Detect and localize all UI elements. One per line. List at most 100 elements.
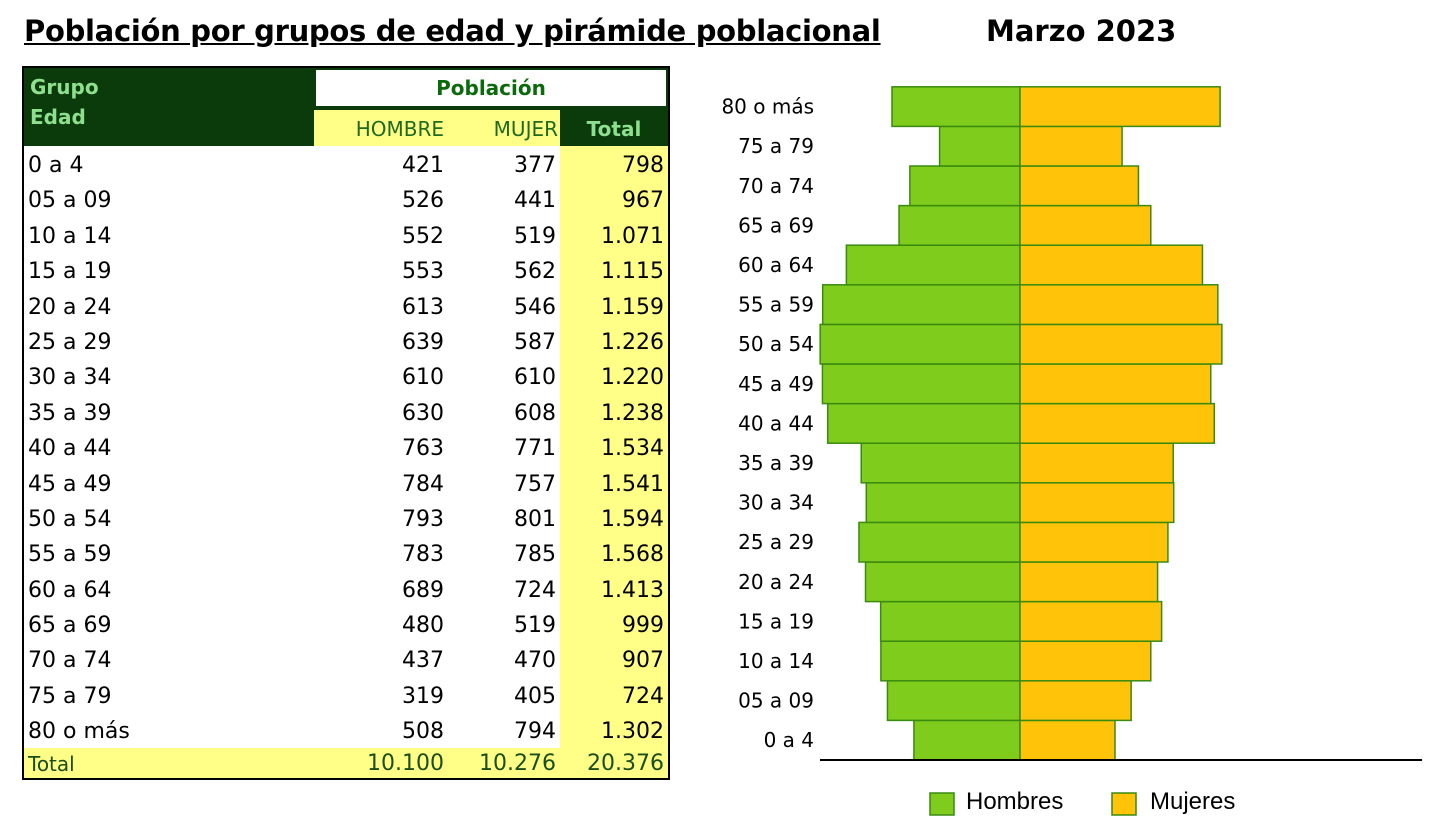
cell-hombre: 480 bbox=[402, 613, 444, 639]
bar-hombres bbox=[880, 640, 1021, 682]
cell-total: 907 bbox=[622, 648, 664, 674]
y-tick-label: 70 a 74 bbox=[738, 174, 814, 198]
cell-group: 30 a 34 bbox=[28, 365, 112, 391]
total-label: Total bbox=[28, 752, 75, 776]
cell-group: 0 a 4 bbox=[28, 153, 84, 178]
header-mujer: MUJER bbox=[448, 110, 560, 146]
y-tick-label: 45 a 49 bbox=[738, 372, 814, 396]
cell-mujer: 608 bbox=[514, 400, 556, 426]
cell-total: 1.594 bbox=[601, 506, 664, 532]
bar-mujeres bbox=[1019, 125, 1123, 167]
y-tick-label: 50 a 54 bbox=[738, 332, 814, 356]
total-mujer: 10.276 bbox=[479, 751, 556, 776]
cell-mujer: 377 bbox=[514, 153, 556, 178]
total-total: 20.376 bbox=[587, 751, 664, 776]
cell-hombre: 613 bbox=[402, 294, 444, 320]
legend-swatch-hombres bbox=[929, 792, 955, 816]
cell-mujer: 405 bbox=[514, 683, 556, 709]
bar-hombres bbox=[821, 284, 1021, 326]
cell-total: 1.115 bbox=[601, 259, 664, 285]
header-hombre: HOMBRE bbox=[314, 110, 448, 146]
cell-mujer: 470 bbox=[514, 648, 556, 674]
cell-group: 15 a 19 bbox=[28, 259, 112, 285]
bar-mujeres bbox=[1019, 521, 1169, 563]
cell-hombre: 783 bbox=[402, 542, 444, 568]
bar-mujeres bbox=[1019, 402, 1216, 444]
bar-mujeres bbox=[1019, 86, 1221, 128]
cell-hombre: 319 bbox=[402, 683, 444, 709]
bar-mujeres bbox=[1019, 363, 1212, 405]
table-row: 55 a 59 783 785 1.568 bbox=[24, 537, 668, 572]
bar-hombres bbox=[864, 561, 1021, 603]
header-poblacion-cell: Población bbox=[314, 68, 668, 110]
bar-hombres bbox=[826, 402, 1021, 444]
cell-group: 70 a 74 bbox=[28, 648, 112, 674]
table-row: 30 a 34 610 610 1.220 bbox=[24, 360, 668, 395]
cell-total: 1.541 bbox=[601, 471, 664, 497]
table-total-row: Total 10.100 10.276 20.376 bbox=[24, 748, 668, 778]
bar-hombres bbox=[860, 442, 1021, 484]
y-tick-label: 30 a 34 bbox=[738, 491, 814, 515]
y-tick-label: 0 a 4 bbox=[764, 728, 814, 752]
cell-hombre: 784 bbox=[402, 471, 444, 497]
total-column-highlight bbox=[560, 146, 668, 748]
bar-hombres bbox=[879, 600, 1021, 642]
bar-hombres bbox=[891, 86, 1021, 128]
cell-total: 1.413 bbox=[601, 577, 664, 603]
y-tick-label: 35 a 39 bbox=[738, 451, 814, 475]
page-title: Población por grupos de edad y pirámide … bbox=[24, 14, 881, 48]
cell-hombre: 763 bbox=[402, 436, 444, 462]
bar-mujeres bbox=[1019, 640, 1152, 682]
cell-mujer: 794 bbox=[514, 719, 556, 745]
cell-mujer: 519 bbox=[514, 613, 556, 639]
legend-label-mujeres: Mujeres bbox=[1150, 788, 1235, 815]
cell-group: 60 a 64 bbox=[28, 577, 112, 603]
y-tick-label: 15 a 19 bbox=[738, 609, 814, 633]
cell-hombre: 610 bbox=[402, 365, 444, 391]
cell-mujer: 785 bbox=[514, 542, 556, 568]
cell-total: 1.226 bbox=[601, 329, 664, 355]
cell-mujer: 519 bbox=[514, 223, 556, 249]
y-tick-label: 40 a 44 bbox=[738, 411, 814, 435]
legend-label-hombres: Hombres bbox=[966, 788, 1063, 815]
bar-mujeres bbox=[1019, 165, 1140, 207]
cell-hombre: 793 bbox=[402, 506, 444, 532]
cell-group: 40 a 44 bbox=[28, 436, 112, 462]
cell-total: 1.071 bbox=[601, 223, 664, 249]
y-tick-label: 55 a 59 bbox=[738, 293, 814, 317]
table-row: 20 a 24 613 546 1.159 bbox=[24, 290, 668, 325]
header-grupo-edad: Grupo Edad bbox=[24, 68, 314, 146]
bar-hombres bbox=[865, 482, 1021, 524]
cell-hombre: 552 bbox=[402, 223, 444, 249]
cell-hombre: 639 bbox=[402, 329, 444, 355]
cell-mujer: 441 bbox=[514, 188, 556, 214]
table-row: 50 a 54 793 801 1.594 bbox=[24, 502, 668, 537]
cell-mujer: 801 bbox=[514, 506, 556, 532]
table-body: 0 a 4 421 377 798 05 a 09 526 441 967 10 a 14 5… bbox=[24, 148, 668, 750]
cell-group: 80 o más bbox=[28, 719, 130, 745]
cell-group: 65 a 69 bbox=[28, 613, 112, 639]
y-tick-label: 75 a 79 bbox=[738, 134, 814, 158]
legend-swatch-mujeres bbox=[1111, 792, 1137, 816]
cell-total: 1.238 bbox=[601, 400, 664, 426]
table-row: 80 o más 508 794 1.302 bbox=[24, 714, 668, 749]
cell-group: 45 a 49 bbox=[28, 471, 112, 497]
cell-mujer: 610 bbox=[514, 365, 556, 391]
cell-total: 1.534 bbox=[601, 436, 664, 462]
bar-mujeres bbox=[1019, 244, 1204, 286]
cell-total: 1.159 bbox=[601, 294, 664, 320]
table-row: 0 a 4 421 377 798 bbox=[24, 148, 668, 183]
cell-hombre: 421 bbox=[402, 153, 444, 178]
bar-mujeres bbox=[1019, 600, 1163, 642]
y-tick-label: 10 a 14 bbox=[738, 649, 814, 673]
report-date: Marzo 2023 bbox=[986, 14, 1177, 48]
cell-hombre: 526 bbox=[402, 188, 444, 214]
cell-group: 05 a 09 bbox=[28, 188, 112, 214]
table-row: 35 a 39 630 608 1.238 bbox=[24, 396, 668, 431]
cell-hombre: 508 bbox=[402, 719, 444, 745]
bar-mujeres bbox=[1019, 561, 1159, 603]
total-hombre: 10.100 bbox=[367, 751, 444, 776]
cell-total: 724 bbox=[622, 683, 664, 709]
cell-mujer: 587 bbox=[514, 329, 556, 355]
bar-hombres bbox=[898, 204, 1021, 246]
